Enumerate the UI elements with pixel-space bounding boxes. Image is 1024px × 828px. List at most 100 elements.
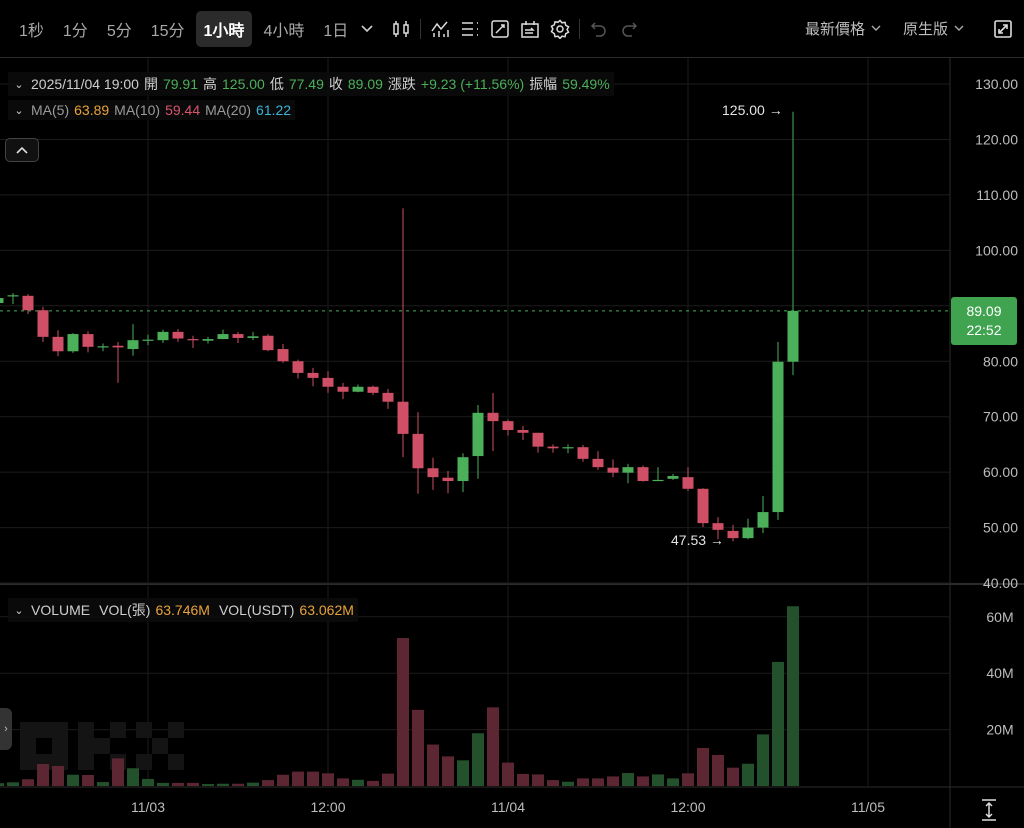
undo-icon[interactable] [584,14,614,44]
volume-bar [322,773,334,786]
candle-body [367,386,379,393]
candle [742,518,754,540]
candle-body [787,310,799,362]
ma5-value: 63.89 [74,102,110,118]
price-tick-label: 100.00 [975,242,1018,258]
chevron-down-icon [954,25,964,31]
view-mode-dropdown[interactable]: 原生版 [903,18,964,39]
candle-body [397,401,409,434]
interval-tab[interactable]: 1秒 [19,22,44,40]
candle-body [562,447,574,449]
watermark-block [52,738,68,754]
chevron-down-icon[interactable] [356,14,378,44]
interval-tab[interactable]: 15分 [150,22,185,40]
watermark-block [78,722,94,770]
ma10-label: MA(10) [114,102,161,118]
settings-icon[interactable] [545,14,575,44]
price-type-dropdown[interactable]: 最新價格 [805,18,881,39]
volume-bar [142,778,154,786]
volume-bar [97,782,109,786]
volume-bar [682,773,694,786]
candle-body [457,457,469,482]
candle [622,463,634,484]
watermark-block [110,722,126,738]
fullscreen-icon[interactable] [988,14,1018,44]
candlestick-type-icon[interactable] [386,14,416,44]
volume-bar [217,783,229,786]
interval-tab[interactable]: 1分 [62,22,88,40]
candle-body [532,432,544,447]
candle-body [262,335,274,351]
candle [232,331,244,343]
volume-bar [562,781,574,786]
candle [577,444,589,462]
legend-datetime: 2025/11/04 19:00 [31,76,139,92]
candle-body [592,458,604,468]
drawing-list-icon[interactable] [455,14,485,44]
candle-body [442,477,454,482]
candle-body [337,386,349,392]
candle [187,335,199,348]
calendar-icon[interactable] [515,14,545,44]
candle-body [67,334,79,352]
candle [397,208,409,458]
auto-scale-icon[interactable] [980,798,998,827]
chevron-down-icon[interactable]: ⌄ [14,104,24,117]
candle [757,495,769,534]
expand-sidebar-handle[interactable]: › [0,708,12,750]
drawing-tool-icon[interactable] [485,14,515,44]
chevron-down-icon[interactable]: ⌄ [14,78,24,91]
volume-tick-label: 20M [986,722,1013,738]
volume-bar [517,773,529,786]
watermark-block [20,754,36,770]
chevron-down-icon[interactable]: ⌄ [14,604,24,617]
volume-bar [712,754,724,786]
volume-bar [307,771,319,786]
candle-body [97,346,109,348]
price-tick-label: 120.00 [975,131,1018,147]
volume-bar [172,782,184,786]
candle-body [247,336,259,338]
volume-bar [622,773,634,786]
ohlc-legend: ⌄ 2025/11/04 19:00 開 79.91 高 125.00 低 77.49… [8,72,614,96]
last-price: 89.09 [966,303,1002,319]
volume-bar [547,780,559,786]
candle [562,444,574,454]
interval-tab[interactable]: 1小時 [195,10,253,47]
last-price-tag: 89.09 22:52 [951,297,1017,345]
candle-body [697,488,709,524]
redo-icon[interactable] [614,14,644,44]
price-tick-label: 60.00 [983,464,1018,480]
candle-body [667,476,679,479]
time-tick-label: 11/03 [131,799,165,815]
watermark-block [94,738,110,754]
divider [579,18,581,39]
candle-body [352,386,364,392]
candle-body [322,377,334,387]
watermark-block [136,722,152,738]
candle-countdown: 22:52 [966,322,1002,338]
volume-bar [607,776,619,786]
candle [787,111,799,376]
indicators-icon[interactable] [425,14,455,44]
candle-body [622,467,634,473]
volume-bar [82,775,94,786]
volume-bar [262,780,274,786]
high-price-annotation: 125.00 → [722,102,783,118]
open-label: 開 [143,76,158,92]
volume-bar [112,758,124,786]
interval-tab[interactable]: 1日 [323,22,349,40]
volume-bar [22,779,34,786]
candle-body [607,467,619,473]
interval-tab[interactable]: 4小時 [263,22,305,40]
candle [727,524,739,542]
volume-bar [52,765,64,786]
interval-tab[interactable]: 5分 [106,22,132,40]
volume-bar [592,778,604,786]
candle [412,412,424,494]
collapse-legend-button[interactable] [5,138,39,162]
close-label: 收 [328,76,343,92]
volume-bar [742,763,754,786]
watermark-block [152,738,168,754]
